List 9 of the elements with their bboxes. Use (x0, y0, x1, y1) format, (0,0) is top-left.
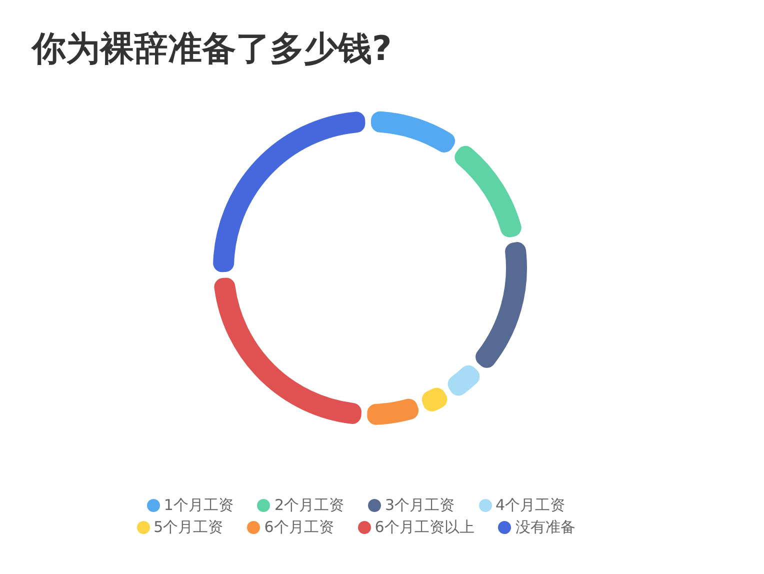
legend-label: 6个月工资 (264, 518, 334, 536)
legend-label: 4个月工资 (496, 496, 566, 514)
legend-label: 6个月工资以上 (374, 518, 474, 536)
legend-label: 没有准备 (515, 518, 576, 536)
legend-label: 5个月工资 (154, 518, 224, 536)
legend-label: 3个月工资 (385, 496, 455, 514)
chart-title: 你为裸辞准备了多少钱? (30, 28, 393, 71)
legend-label: 2个月工资 (274, 496, 344, 514)
legend-label: 1个月工资 (164, 496, 234, 514)
